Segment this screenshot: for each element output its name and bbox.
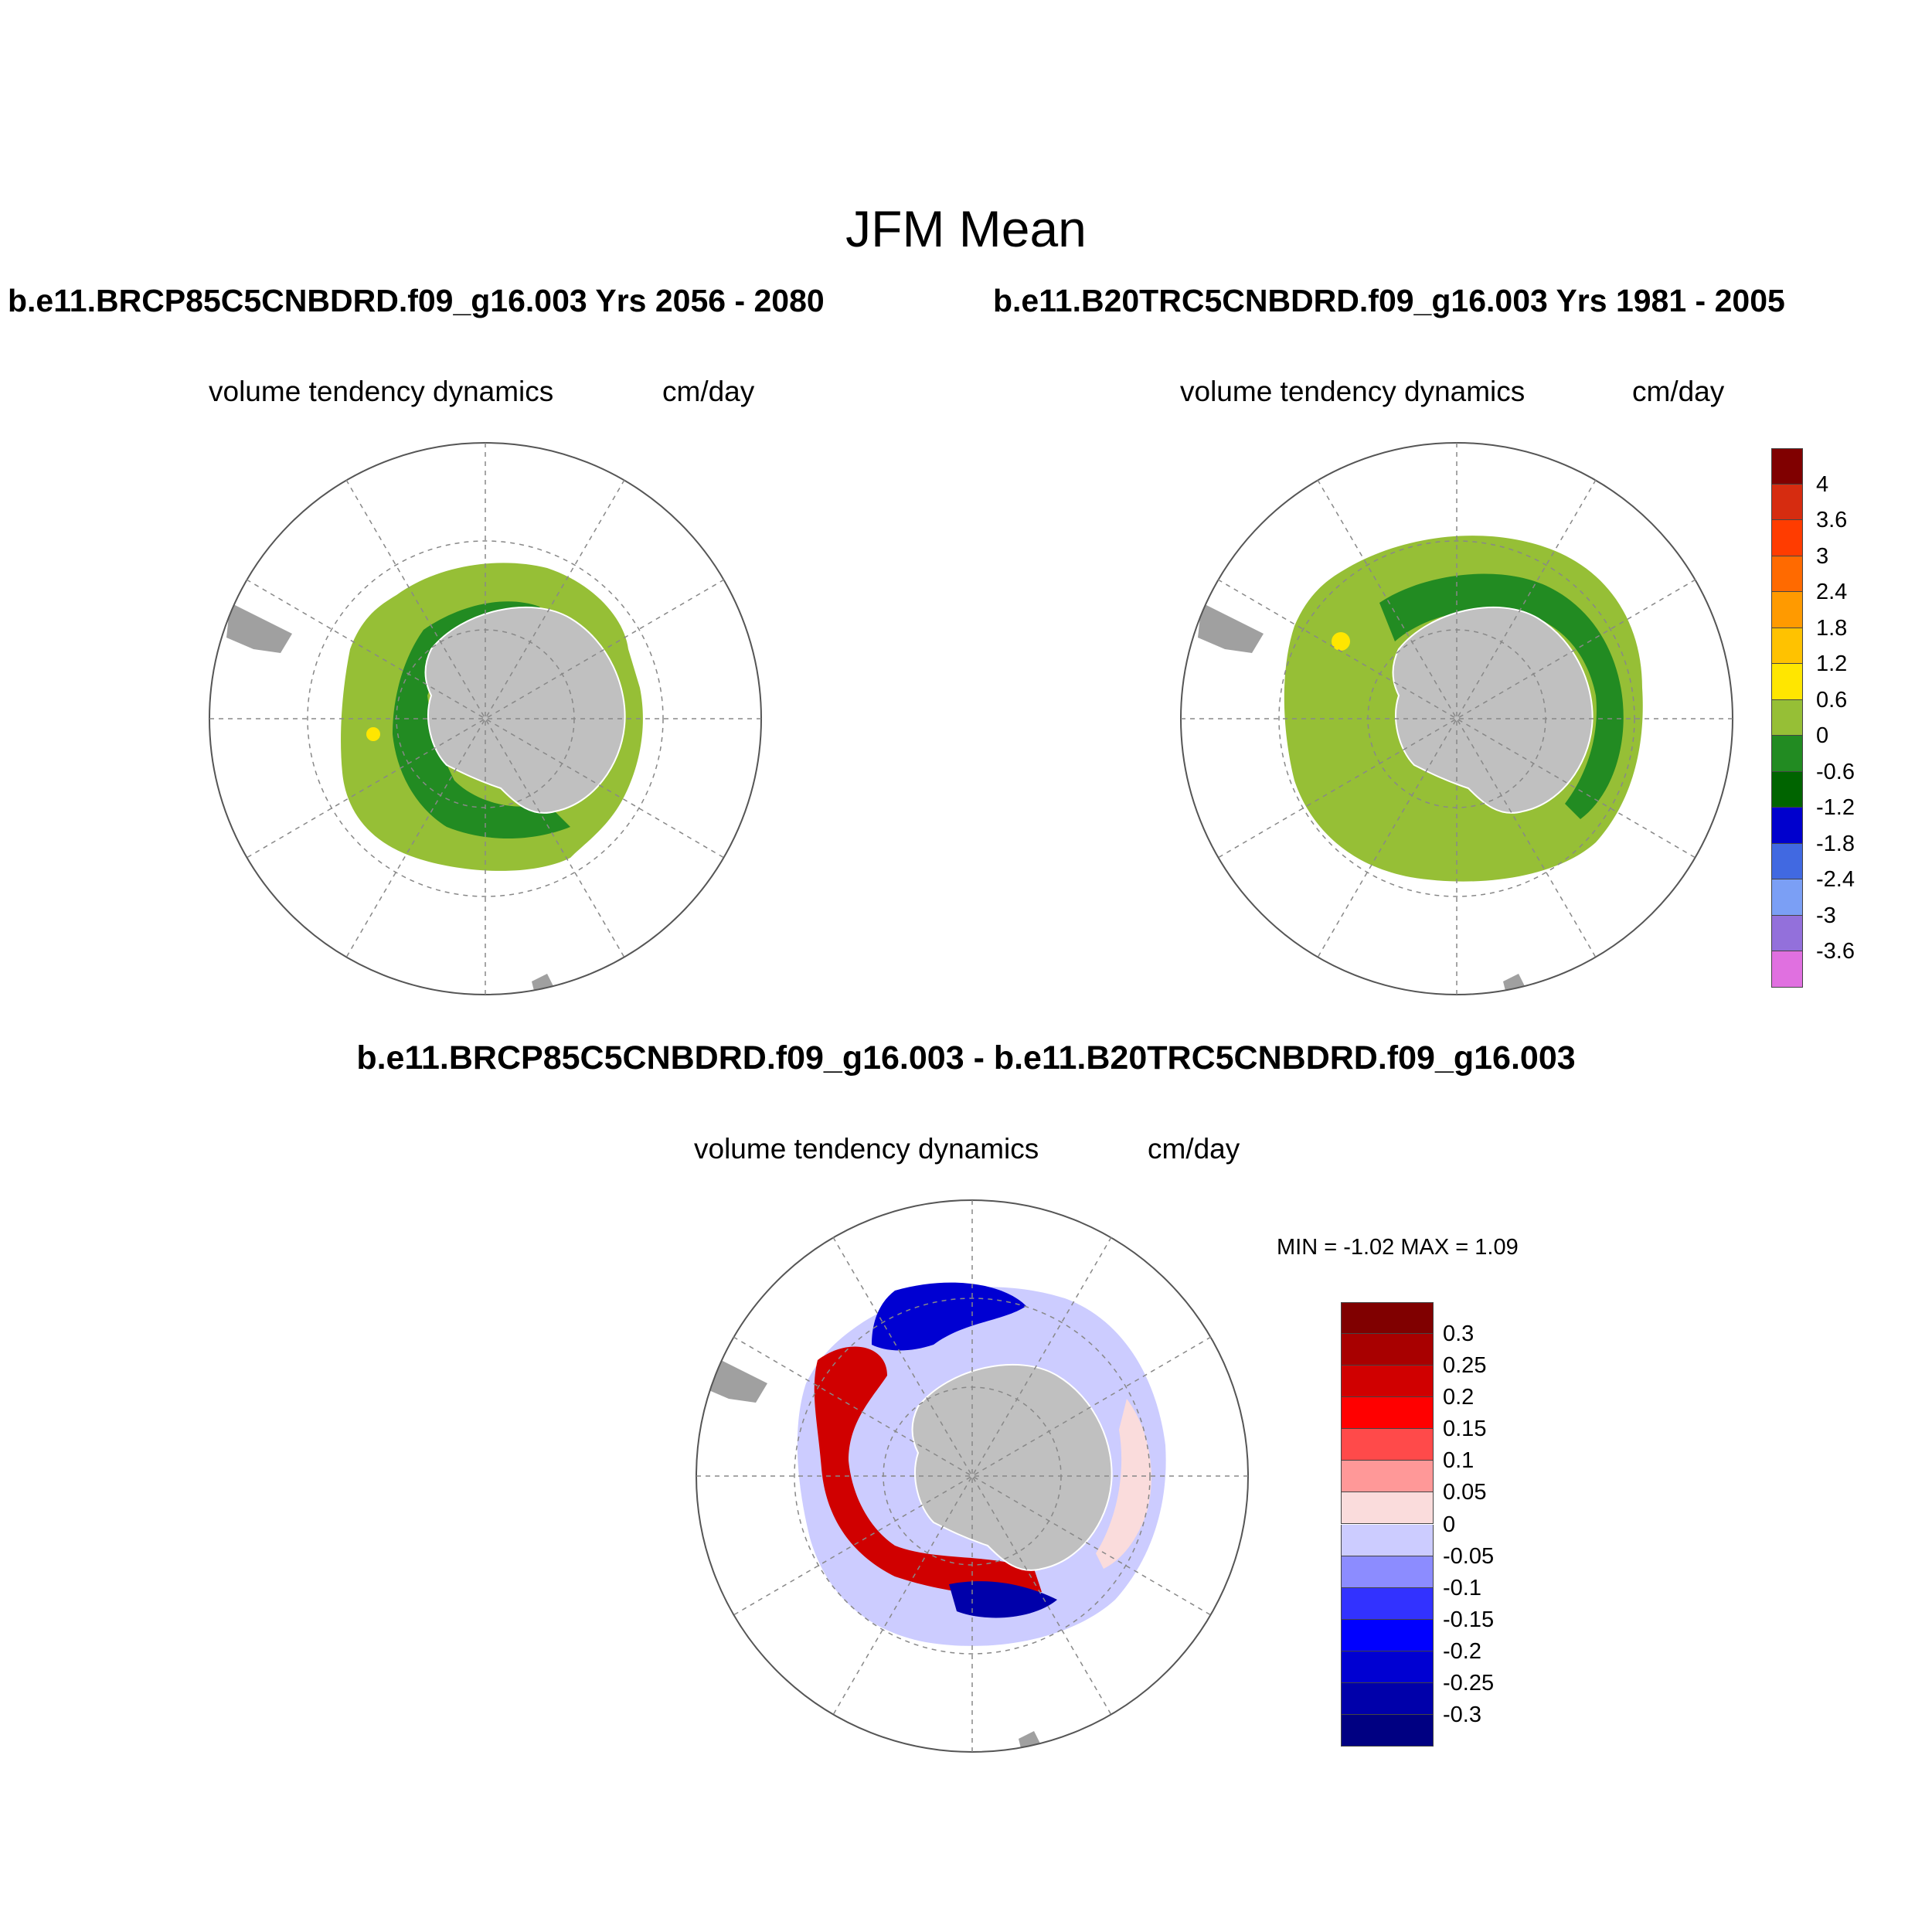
colorbar-box [1341,1651,1434,1683]
colorbar-label: 1.2 [1816,651,1848,677]
colorbar-label: 2.4 [1816,580,1848,605]
right-variable-label: volume tendency dynamics [1180,376,1526,407]
colorbar-box [1771,520,1803,556]
diff-negative-band [872,1282,1026,1351]
colorbar-box [1771,592,1803,628]
colorbar-box [1771,448,1803,485]
colorbar-box [1771,843,1803,880]
colorbar-box [1771,699,1803,736]
diff-colorbar: 0.3 0.25 0.2 0.15 0.1 0.05 0 -0.05 -0.1 -0.15 -0.2… [1341,1302,1494,1747]
colorbar-label: -0.6 [1816,759,1855,784]
colorbar-box [1341,1524,1434,1556]
colorbar-label: -1.8 [1816,831,1855,856]
colorbar-box [1771,556,1803,593]
new-zealand-left [532,974,555,995]
colorbar-label: -0.1 [1443,1575,1481,1600]
diff-units-label: cm/day [1148,1133,1240,1165]
diff-panel-title: b.e11.BRCP85C5CNBDRD.f09_g16.003 - b.e11… [356,1039,1576,1077]
colorbar-box [1341,1366,1434,1398]
colorbar-box [1771,915,1803,952]
diff-minmax-label: MIN = -1.02 MAX = 1.09 [1277,1235,1519,1260]
colorbar-label: 3.6 [1816,508,1848,533]
colorbar-label: -1.2 [1816,795,1855,821]
left-variable-label: volume tendency dynamics [209,376,554,407]
colorbar-label: -3 [1816,903,1836,928]
new-zealand-diff [1019,1731,1042,1752]
diff-variable-label: volume tendency dynamics [694,1133,1039,1165]
diff-negative-band-2 [949,1581,1057,1618]
left-units-label: cm/day [662,376,755,407]
colorbar-label: -2.4 [1816,867,1855,893]
colorbar-box [1341,1619,1434,1651]
diff-polar-map [696,1199,1249,1753]
colorbar-label: 1.8 [1816,615,1848,641]
antarctica-right [1392,606,1594,814]
colorbar-box [1341,1429,1434,1461]
right-positive-anomaly [1332,632,1350,651]
antarctica-left [424,606,626,814]
colorbar-label: -0.2 [1443,1638,1481,1664]
south-america-diff [702,1352,767,1403]
colorbar-box [1341,1334,1434,1366]
colorbar-label: 0.2 [1443,1385,1475,1410]
colorbar-label: 0 [1816,723,1829,749]
colorbar-box [1341,1492,1434,1525]
south-america-left [226,603,292,653]
colorbar-label: -0.3 [1443,1702,1481,1727]
colorbar-label: 0.25 [1443,1353,1487,1379]
colorbar-label: 3 [1816,543,1829,569]
colorbar-box [1341,1461,1434,1493]
colorbar-box [1341,1587,1434,1620]
colorbar-label: 0.05 [1443,1480,1487,1505]
colorbar-box [1771,771,1803,808]
colorbar-box [1771,951,1803,988]
colorbar-label: -0.15 [1443,1607,1495,1632]
colorbar-box [1771,736,1803,772]
colorbar-box [1771,484,1803,521]
left-polar-map [209,442,762,995]
colorbar-label: 0.15 [1443,1417,1487,1442]
new-zealand-right [1503,974,1526,995]
main-colorbar: 4 3.6 3 2.4 1.8 1.2 0.6 0 -0.6 -1.2 -1.8 -2.4 -3 -3.6 [1771,448,1855,988]
left-panel-title: b.e11.BRCP85C5CNBDRD.f09_g16.003 Yrs 205… [8,283,825,318]
colorbar-box [1341,1714,1434,1747]
right-panel-title: b.e11.B20TRC5CNBDRD.f09_g16.003 Yrs 1981… [993,283,1785,318]
colorbar-label: -0.25 [1443,1670,1495,1696]
colorbar-label: 0 [1443,1512,1456,1537]
colorbar-box [1771,808,1803,844]
right-units-label: cm/day [1632,376,1725,407]
colorbar-box [1341,1302,1434,1335]
colorbar-box [1771,628,1803,665]
colorbar-label: -3.6 [1816,939,1855,964]
right-sea-ice-inner-band [1379,573,1624,819]
colorbar-label: 0.3 [1443,1321,1475,1347]
colorbar-label: -0.05 [1443,1543,1495,1569]
colorbar-box [1771,879,1803,916]
main-title: JFM Mean [845,200,1087,257]
colorbar-box [1341,1682,1434,1715]
diff-positive-band [814,1346,1042,1595]
colorbar-label: 4 [1816,471,1829,497]
diff-light-red-area [1096,1399,1151,1569]
colorbar-box [1341,1556,1434,1588]
south-america-right [1198,603,1264,653]
colorbar-label: 0.6 [1816,687,1848,713]
left-positive-anomaly [366,727,380,741]
colorbar-box [1771,664,1803,700]
antarctica-diff [911,1363,1113,1571]
colorbar-label: 0.1 [1443,1448,1475,1474]
right-polar-map [1180,442,1733,995]
colorbar-box [1341,1397,1434,1430]
